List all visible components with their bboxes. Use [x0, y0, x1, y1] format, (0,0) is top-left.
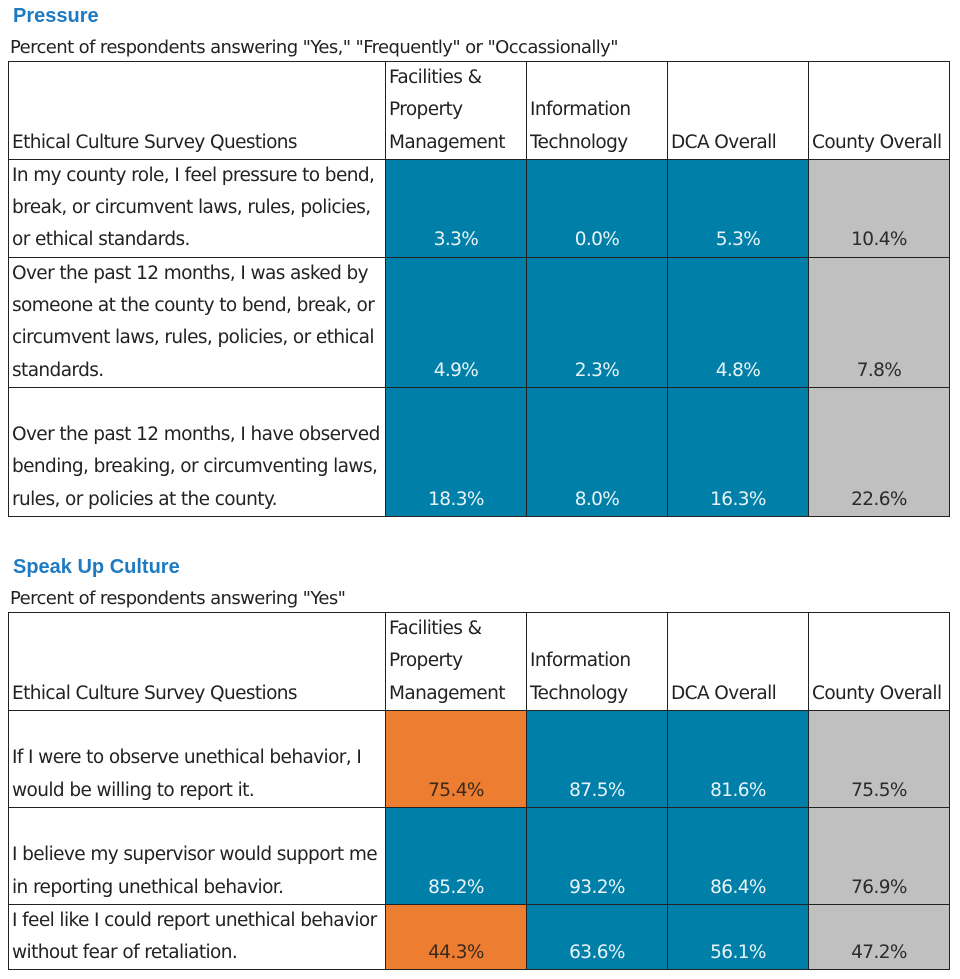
question-cell: If I were to observe unethical behavior,… — [8, 709, 386, 808]
header-dca: DCA Overall — [667, 61, 809, 160]
section-subtitle: Percent of respondents answering "Yes" — [10, 588, 346, 609]
header-fpm: Facilities & Property Management — [385, 612, 527, 711]
question-cell: Over the past 12 months, I was asked by … — [8, 256, 386, 388]
fpm-value: 75.4% — [385, 709, 527, 808]
table-row: Over the past 12 months, I was asked by … — [8, 256, 950, 388]
dca-value: 5.3% — [667, 158, 809, 258]
fpm-value: 18.3% — [385, 386, 527, 517]
question-cell: I believe my supervisor would support me… — [8, 806, 386, 905]
header-question: Ethical Culture Survey Questions — [8, 61, 386, 160]
it-value: 63.6% — [526, 903, 668, 971]
county-value: 47.2% — [808, 903, 950, 971]
question-cell: In my county role, I feel pressure to be… — [8, 158, 386, 258]
header-dca: DCA Overall — [667, 612, 809, 711]
table-row: I believe my supervisor would support me… — [8, 806, 950, 905]
fpm-value: 3.3% — [385, 158, 527, 258]
dca-value: 81.6% — [667, 709, 809, 808]
dca-value: 86.4% — [667, 806, 809, 905]
header-county: County Overall — [808, 612, 950, 711]
section-subtitle: Percent of respondents answering "Yes," … — [10, 37, 619, 58]
it-value: 0.0% — [526, 158, 668, 258]
county-value: 22.6% — [808, 386, 950, 517]
it-value: 87.5% — [526, 709, 668, 808]
fpm-value: 85.2% — [385, 806, 527, 905]
header-row: Ethical Culture Survey Questions Facilit… — [8, 612, 950, 711]
section-title: Pressure — [13, 5, 99, 27]
county-value: 75.5% — [808, 709, 950, 808]
header-it: Information Technology — [526, 61, 668, 160]
dca-value: 4.8% — [667, 256, 809, 388]
question-cell: I feel like I could report unethical beh… — [8, 903, 386, 971]
table-row: I feel like I could report unethical beh… — [8, 903, 950, 971]
header-it: Information Technology — [526, 612, 668, 711]
county-value: 76.9% — [808, 806, 950, 905]
fpm-value: 4.9% — [385, 256, 527, 388]
header-fpm: Facilities & Property Management — [385, 61, 527, 160]
pressure-table: Ethical Culture Survey Questions Facilit… — [8, 61, 950, 517]
question-cell: Over the past 12 months, I have observed… — [8, 386, 386, 517]
county-value: 7.8% — [808, 256, 950, 388]
table-row: Over the past 12 months, I have observed… — [8, 386, 950, 517]
dca-value: 16.3% — [667, 386, 809, 517]
pressure-section: Pressure Percent of respondents answerin… — [8, 0, 950, 517]
dca-value: 56.1% — [667, 903, 809, 971]
header-county: County Overall — [808, 61, 950, 160]
speak-up-table: Ethical Culture Survey Questions Facilit… — [8, 612, 950, 971]
it-value: 8.0% — [526, 386, 668, 517]
table-row: If I were to observe unethical behavior,… — [8, 709, 950, 808]
speak-up-section: Speak Up Culture Percent of respondents … — [8, 551, 950, 971]
header-question: Ethical Culture Survey Questions — [8, 612, 386, 711]
it-value: 93.2% — [526, 806, 668, 905]
header-row: Ethical Culture Survey Questions Facilit… — [8, 61, 950, 160]
fpm-value: 44.3% — [385, 903, 527, 971]
table-row: In my county role, I feel pressure to be… — [8, 158, 950, 258]
section-title: Speak Up Culture — [13, 556, 180, 578]
it-value: 2.3% — [526, 256, 668, 388]
county-value: 10.4% — [808, 158, 950, 258]
